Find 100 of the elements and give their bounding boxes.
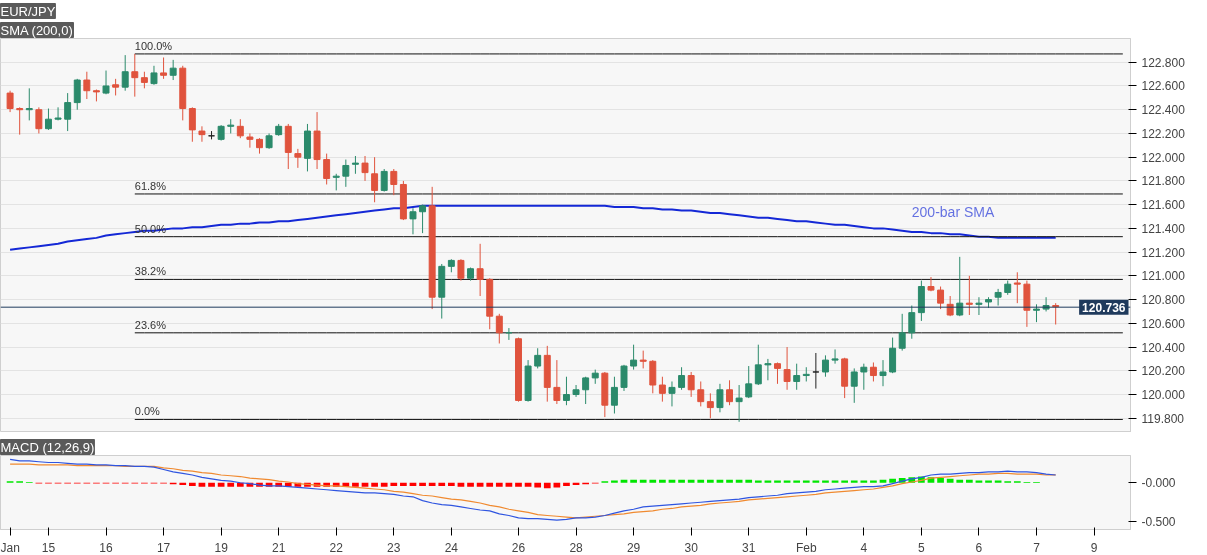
x-tick-label: 31 [742, 540, 756, 555]
bar [208, 482, 215, 487]
candlestick [726, 379, 734, 406]
bar [400, 482, 407, 486]
y-tick-label: 122.200 [1141, 126, 1186, 141]
candlestick [620, 364, 628, 392]
candlestick [198, 125, 206, 143]
candlestick [898, 313, 906, 352]
bar [956, 479, 964, 483]
y-tick-label: 121.600 [1141, 198, 1186, 213]
bar [726, 479, 733, 483]
candlestick [697, 380, 705, 407]
bar [774, 480, 781, 483]
bar [764, 480, 772, 483]
bar [447, 482, 455, 486]
y-tick-label: 120.200 [1141, 364, 1186, 379]
bar [745, 479, 753, 483]
bar [831, 480, 839, 483]
y-tick-label: 120.400 [1141, 340, 1186, 355]
candlestick [735, 384, 743, 423]
bar [457, 482, 465, 487]
candlestick [121, 54, 129, 92]
bar [217, 482, 225, 487]
bar [975, 480, 983, 483]
bar [630, 479, 637, 483]
candlestick [562, 376, 570, 406]
candlestick [572, 384, 580, 398]
series-label: 61.8% [134, 179, 167, 192]
candlestick [850, 367, 858, 404]
candlestick [419, 204, 427, 234]
candlestick [83, 71, 91, 100]
series-label: 23.6% [134, 318, 167, 331]
candlestick [44, 108, 52, 131]
y-tick-label: 119.800 [1141, 411, 1185, 426]
candlestick [860, 363, 868, 391]
y-tick-label: -0.000 [1141, 476, 1176, 491]
bar [495, 482, 503, 487]
candlestick [812, 352, 820, 390]
candlestick [73, 78, 81, 111]
candlestick [64, 92, 72, 132]
bar [534, 482, 542, 488]
bar [438, 482, 446, 486]
bar [841, 480, 848, 483]
candlestick [706, 392, 714, 419]
bar [563, 482, 570, 486]
candlestick [668, 380, 676, 407]
series-label: 100.0% [134, 39, 173, 52]
bar [860, 480, 868, 483]
bar [188, 482, 196, 486]
bar [822, 480, 829, 483]
x-tick-label: 16 [99, 540, 114, 555]
y-tick-label: 120.800 [1141, 293, 1186, 308]
candlestick [831, 348, 839, 365]
bar [812, 480, 820, 483]
candlestick [380, 168, 388, 193]
bar [524, 482, 532, 487]
y-tick-label: 121.000 [1141, 269, 1186, 284]
candlestick [927, 276, 935, 292]
candlestick [716, 383, 724, 413]
candlestick [534, 347, 542, 369]
candlestick [54, 106, 62, 121]
bar [697, 479, 705, 483]
series-label: 38.2% [134, 265, 167, 278]
candlestick [956, 256, 964, 317]
bar [515, 482, 522, 487]
candlestick [975, 296, 983, 316]
candlestick [754, 344, 762, 386]
series-label: 200-bar SMA [911, 203, 995, 220]
candlestick [821, 354, 829, 378]
bar [649, 479, 657, 483]
y-tick-label: 120.600 [1141, 316, 1186, 331]
bar [380, 482, 388, 487]
x-tick-label: Feb [795, 540, 817, 555]
x-tick-label: 29 [626, 540, 641, 555]
bar [639, 479, 647, 483]
candlestick [131, 53, 139, 98]
candlestick [35, 106, 43, 134]
candlestick [582, 376, 590, 405]
bar [985, 480, 992, 483]
candlestick [678, 366, 686, 391]
candlestick [937, 286, 945, 310]
candlestick [965, 275, 973, 316]
x-tick-label: 9 [1090, 540, 1098, 555]
x-tick-label: 30 [684, 540, 699, 555]
x-tick-label: 7 [1033, 540, 1041, 555]
candlestick [6, 90, 14, 113]
bar [850, 480, 858, 483]
candlestick [16, 106, 24, 136]
y-tick-label: 122.600 [1141, 79, 1186, 94]
candlestick [783, 346, 791, 391]
candlestick [323, 153, 331, 185]
candlestick [908, 305, 916, 340]
x-tick-label: Jan [0, 540, 20, 555]
x-tick-label: 28 [569, 540, 584, 555]
x-tick-label: 24 [444, 540, 459, 555]
candlestick [658, 376, 666, 403]
x-tick-label: 26 [511, 540, 526, 555]
y-tick-label: 121.400 [1141, 221, 1186, 236]
text: SMA (200,0) [0, 22, 73, 38]
bar [505, 482, 513, 487]
